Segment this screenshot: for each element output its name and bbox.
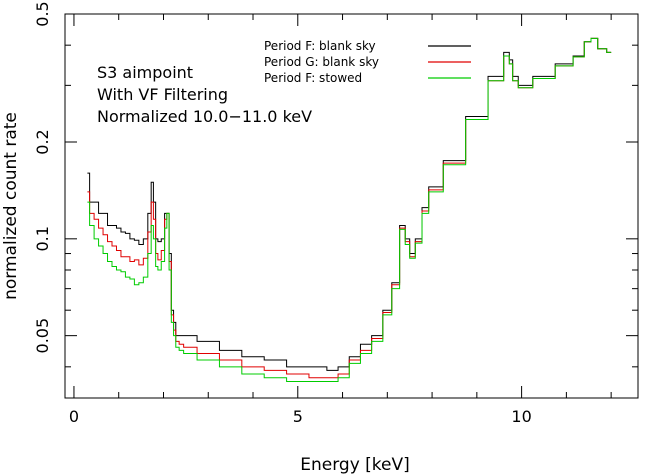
y-axis-label: normalized count rate — [1, 112, 21, 300]
legend-label-period-f-stowed: Period F: stowed — [264, 71, 362, 85]
legend-label-period-g-blank-sky: Period G: blank sky — [264, 55, 379, 69]
y-tick-label: 0.5 — [33, 1, 52, 26]
x-tick-label: 5 — [293, 407, 303, 426]
annotation-normalization: Normalized 10.0−11.0 keV — [97, 107, 312, 126]
y-tick-label: 0.05 — [33, 318, 52, 354]
x-tick-label: 10 — [511, 407, 531, 426]
series-line-2 — [87, 37, 612, 383]
y-tick-label: 0.1 — [33, 226, 52, 251]
legend: Period F: blank sky Period G: blank sky … — [264, 39, 471, 85]
y-tick-label: 0.2 — [33, 129, 52, 154]
x-tick-label: 0 — [69, 407, 79, 426]
series-layer — [87, 37, 612, 383]
annotation-filtering: With VF Filtering — [97, 85, 228, 104]
plot-frame — [64, 13, 639, 399]
legend-label-period-f-blank-sky: Period F: blank sky — [264, 39, 376, 53]
annotation-detector: S3 aimpoint — [97, 63, 193, 82]
x-axis-label: Energy [keV] — [300, 455, 410, 475]
axis-ticks: 0 5 10 0.05 0.1 0.2 0.5 — [33, 1, 638, 426]
